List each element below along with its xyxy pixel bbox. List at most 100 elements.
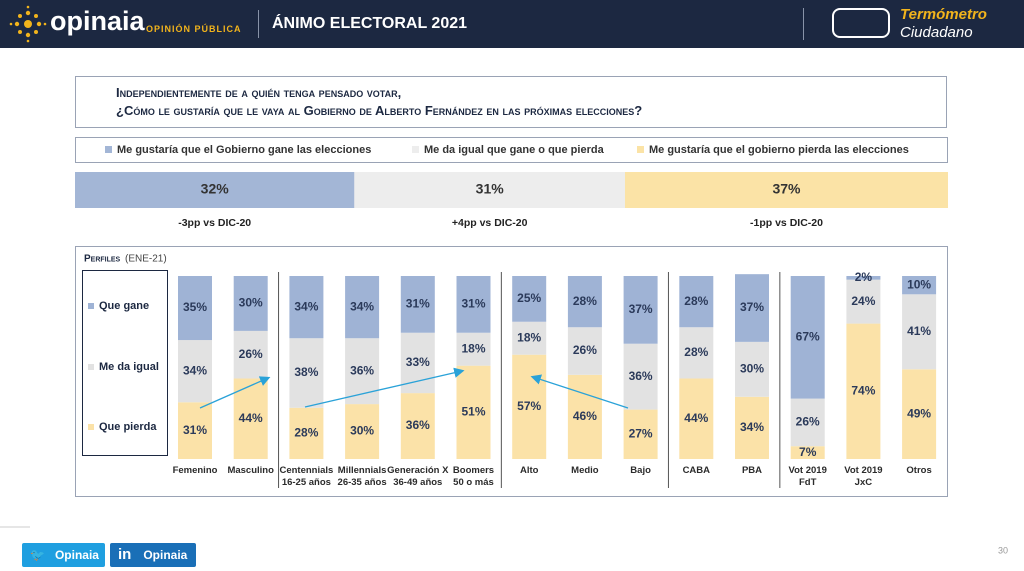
trend-arrow bbox=[199, 376, 271, 409]
annotation: +4pp vs DIC-20 bbox=[452, 217, 528, 229]
value-label: 26% bbox=[239, 347, 263, 361]
value-label: 26% bbox=[573, 343, 597, 357]
value-label: 28% bbox=[684, 294, 708, 308]
bar-segment bbox=[902, 294, 937, 370]
bar-segment bbox=[790, 276, 825, 399]
value-label: 30% bbox=[350, 424, 374, 438]
legend-swatch bbox=[412, 146, 419, 153]
bar-segment bbox=[456, 332, 491, 366]
value-label: 26% bbox=[796, 415, 820, 429]
bar-segment bbox=[512, 276, 547, 322]
bar-segment bbox=[790, 398, 825, 447]
divider bbox=[258, 10, 259, 38]
bar-segment bbox=[735, 274, 769, 342]
bar-segment bbox=[354, 172, 625, 208]
bar-segment bbox=[178, 276, 212, 341]
x-tick-label: Alto bbox=[519, 465, 539, 476]
value-label: 10% bbox=[907, 277, 931, 291]
value-label: 31% bbox=[461, 297, 485, 311]
bar-segment bbox=[623, 276, 658, 344]
value-label: 35% bbox=[183, 300, 207, 314]
bar-segment bbox=[289, 338, 324, 408]
legend-swatch bbox=[88, 424, 94, 430]
annotation: -1pp vs DIC-20 bbox=[750, 217, 823, 229]
bar-segment bbox=[456, 276, 491, 333]
bar-segment bbox=[623, 409, 658, 459]
profile-box bbox=[75, 246, 948, 497]
bar-segment bbox=[679, 378, 714, 459]
bar-segment bbox=[233, 276, 268, 331]
value-label: 44% bbox=[684, 411, 708, 425]
linkedin-button[interactable]: in Opinaia bbox=[110, 543, 196, 567]
bar-segment bbox=[846, 279, 881, 324]
value-label: 18% bbox=[461, 341, 485, 355]
badge-icon bbox=[832, 8, 890, 38]
linkedin-label[interactable]: Opinaia bbox=[143, 548, 188, 562]
x-tick-label: Generación X 36-49 años bbox=[387, 465, 449, 488]
annotation: -3pp vs DIC-20 bbox=[178, 217, 251, 229]
value-label: 7% bbox=[799, 445, 817, 459]
value-label: 51% bbox=[461, 405, 485, 419]
bar-segment bbox=[623, 343, 658, 410]
legend-swatch bbox=[88, 303, 94, 309]
chart-subtitle: (ENE-21) bbox=[125, 254, 167, 265]
bar-segment bbox=[567, 327, 602, 375]
trend-arrow bbox=[304, 367, 465, 408]
value-label: 34% bbox=[294, 299, 318, 313]
bar-segment bbox=[846, 323, 881, 459]
page-number: 30 bbox=[998, 545, 1008, 555]
chart-title: Perfiles bbox=[84, 254, 121, 265]
trend-arrow bbox=[530, 374, 629, 409]
value-label: 44% bbox=[239, 411, 263, 425]
value-label: 31% bbox=[406, 297, 430, 311]
value-label: 36% bbox=[629, 369, 653, 383]
x-tick-label: Vot 2019 FdT bbox=[788, 465, 827, 488]
x-tick-label: Vot 2019 JxC bbox=[844, 465, 883, 488]
value-label: 27% bbox=[629, 426, 653, 440]
bar-segment bbox=[178, 402, 212, 459]
header-bar: opinaia OPINIÓN PÚBLICA ÁNIMO ELECTORAL … bbox=[0, 0, 1024, 48]
value-label: 38% bbox=[294, 365, 318, 379]
value-label: 36% bbox=[406, 418, 430, 432]
legend-swatch bbox=[88, 364, 94, 370]
twitter-button[interactable]: 🐦 Opinaia bbox=[22, 543, 105, 567]
value-label: 31% bbox=[476, 181, 505, 197]
x-tick-label: PBA bbox=[741, 465, 763, 476]
value-label: 28% bbox=[684, 345, 708, 359]
value-label: 34% bbox=[740, 420, 764, 434]
bar-segment bbox=[400, 393, 435, 459]
x-tick-label: Millennials 26-35 años bbox=[337, 465, 387, 488]
value-label: 24% bbox=[851, 294, 875, 308]
legend-swatch bbox=[637, 146, 644, 153]
legend-label: Me gustaría que el Gobierno gane las ele… bbox=[117, 144, 371, 156]
profile-legend-box bbox=[82, 270, 168, 456]
bar-segment bbox=[233, 378, 268, 459]
divider bbox=[803, 8, 804, 40]
bar-segment bbox=[400, 276, 435, 333]
bar-segment bbox=[679, 327, 714, 379]
value-label: 28% bbox=[573, 294, 597, 308]
bar-segment bbox=[567, 374, 602, 459]
x-tick-label: Centennials 16-25 años bbox=[279, 465, 334, 488]
bar-segment bbox=[289, 407, 324, 459]
brand-sub: OPINIÓN PÚBLICA bbox=[146, 24, 242, 34]
legend-swatch bbox=[105, 146, 112, 153]
header-title: ÁNIMO ELECTORAL 2021 bbox=[272, 15, 468, 32]
legend-box bbox=[75, 137, 948, 163]
value-label: 33% bbox=[406, 355, 430, 369]
bar-segment bbox=[902, 276, 937, 295]
bar-segment bbox=[400, 332, 435, 394]
value-label: 28% bbox=[294, 426, 318, 440]
bar-segment bbox=[512, 354, 547, 459]
bar-segment bbox=[345, 404, 380, 459]
bar-segment bbox=[233, 330, 268, 379]
x-tick-label: Boomers 50 o más bbox=[452, 465, 495, 488]
bar-segment bbox=[902, 369, 937, 459]
bar-segment bbox=[345, 276, 380, 339]
value-label: 30% bbox=[740, 362, 764, 376]
bar-segment bbox=[735, 396, 769, 459]
value-label: 46% bbox=[573, 409, 597, 423]
value-label: 31% bbox=[183, 423, 207, 437]
twitter-label[interactable]: Opinaia bbox=[54, 548, 99, 562]
value-label: 41% bbox=[907, 324, 931, 338]
